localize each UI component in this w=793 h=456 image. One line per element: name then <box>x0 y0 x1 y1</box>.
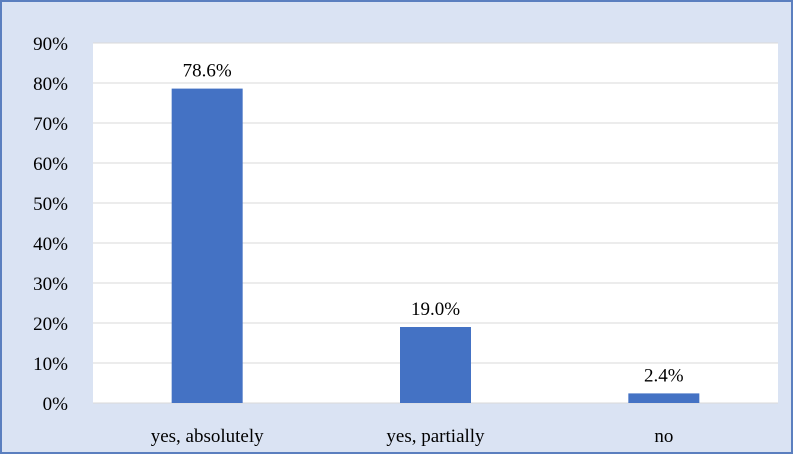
y-tick-label: 60% <box>33 154 68 175</box>
data-labels: 78.6% 19.0% 2.4% <box>183 61 684 387</box>
y-tick-label: 90% <box>33 34 68 55</box>
bar-no <box>628 393 700 403</box>
bars <box>171 88 700 403</box>
y-tick-label: 10% <box>33 354 68 375</box>
data-label: 19.0% <box>411 299 460 320</box>
y-tick-label: 30% <box>33 274 68 295</box>
y-tick-label: 70% <box>33 114 68 135</box>
x-category-label: no <box>654 426 673 447</box>
x-axis-category-labels: yes, absolutely yes, partially no <box>151 426 674 447</box>
bar-yes-absolutely <box>171 88 243 403</box>
data-label: 78.6% <box>183 61 232 82</box>
y-tick-label: 40% <box>33 234 68 255</box>
x-category-label: yes, partially <box>386 426 485 447</box>
y-tick-label: 0% <box>43 394 69 415</box>
y-tick-label: 20% <box>33 314 68 335</box>
x-category-label: yes, absolutely <box>151 426 264 447</box>
y-axis-tick-labels: 0% 10% 20% 30% 40% 50% 60% 70% 80% 90% <box>33 34 68 415</box>
data-label: 2.4% <box>644 365 684 386</box>
y-tick-label: 80% <box>33 74 68 95</box>
y-tick-label: 50% <box>33 194 68 215</box>
bar-yes-partially <box>400 327 471 403</box>
